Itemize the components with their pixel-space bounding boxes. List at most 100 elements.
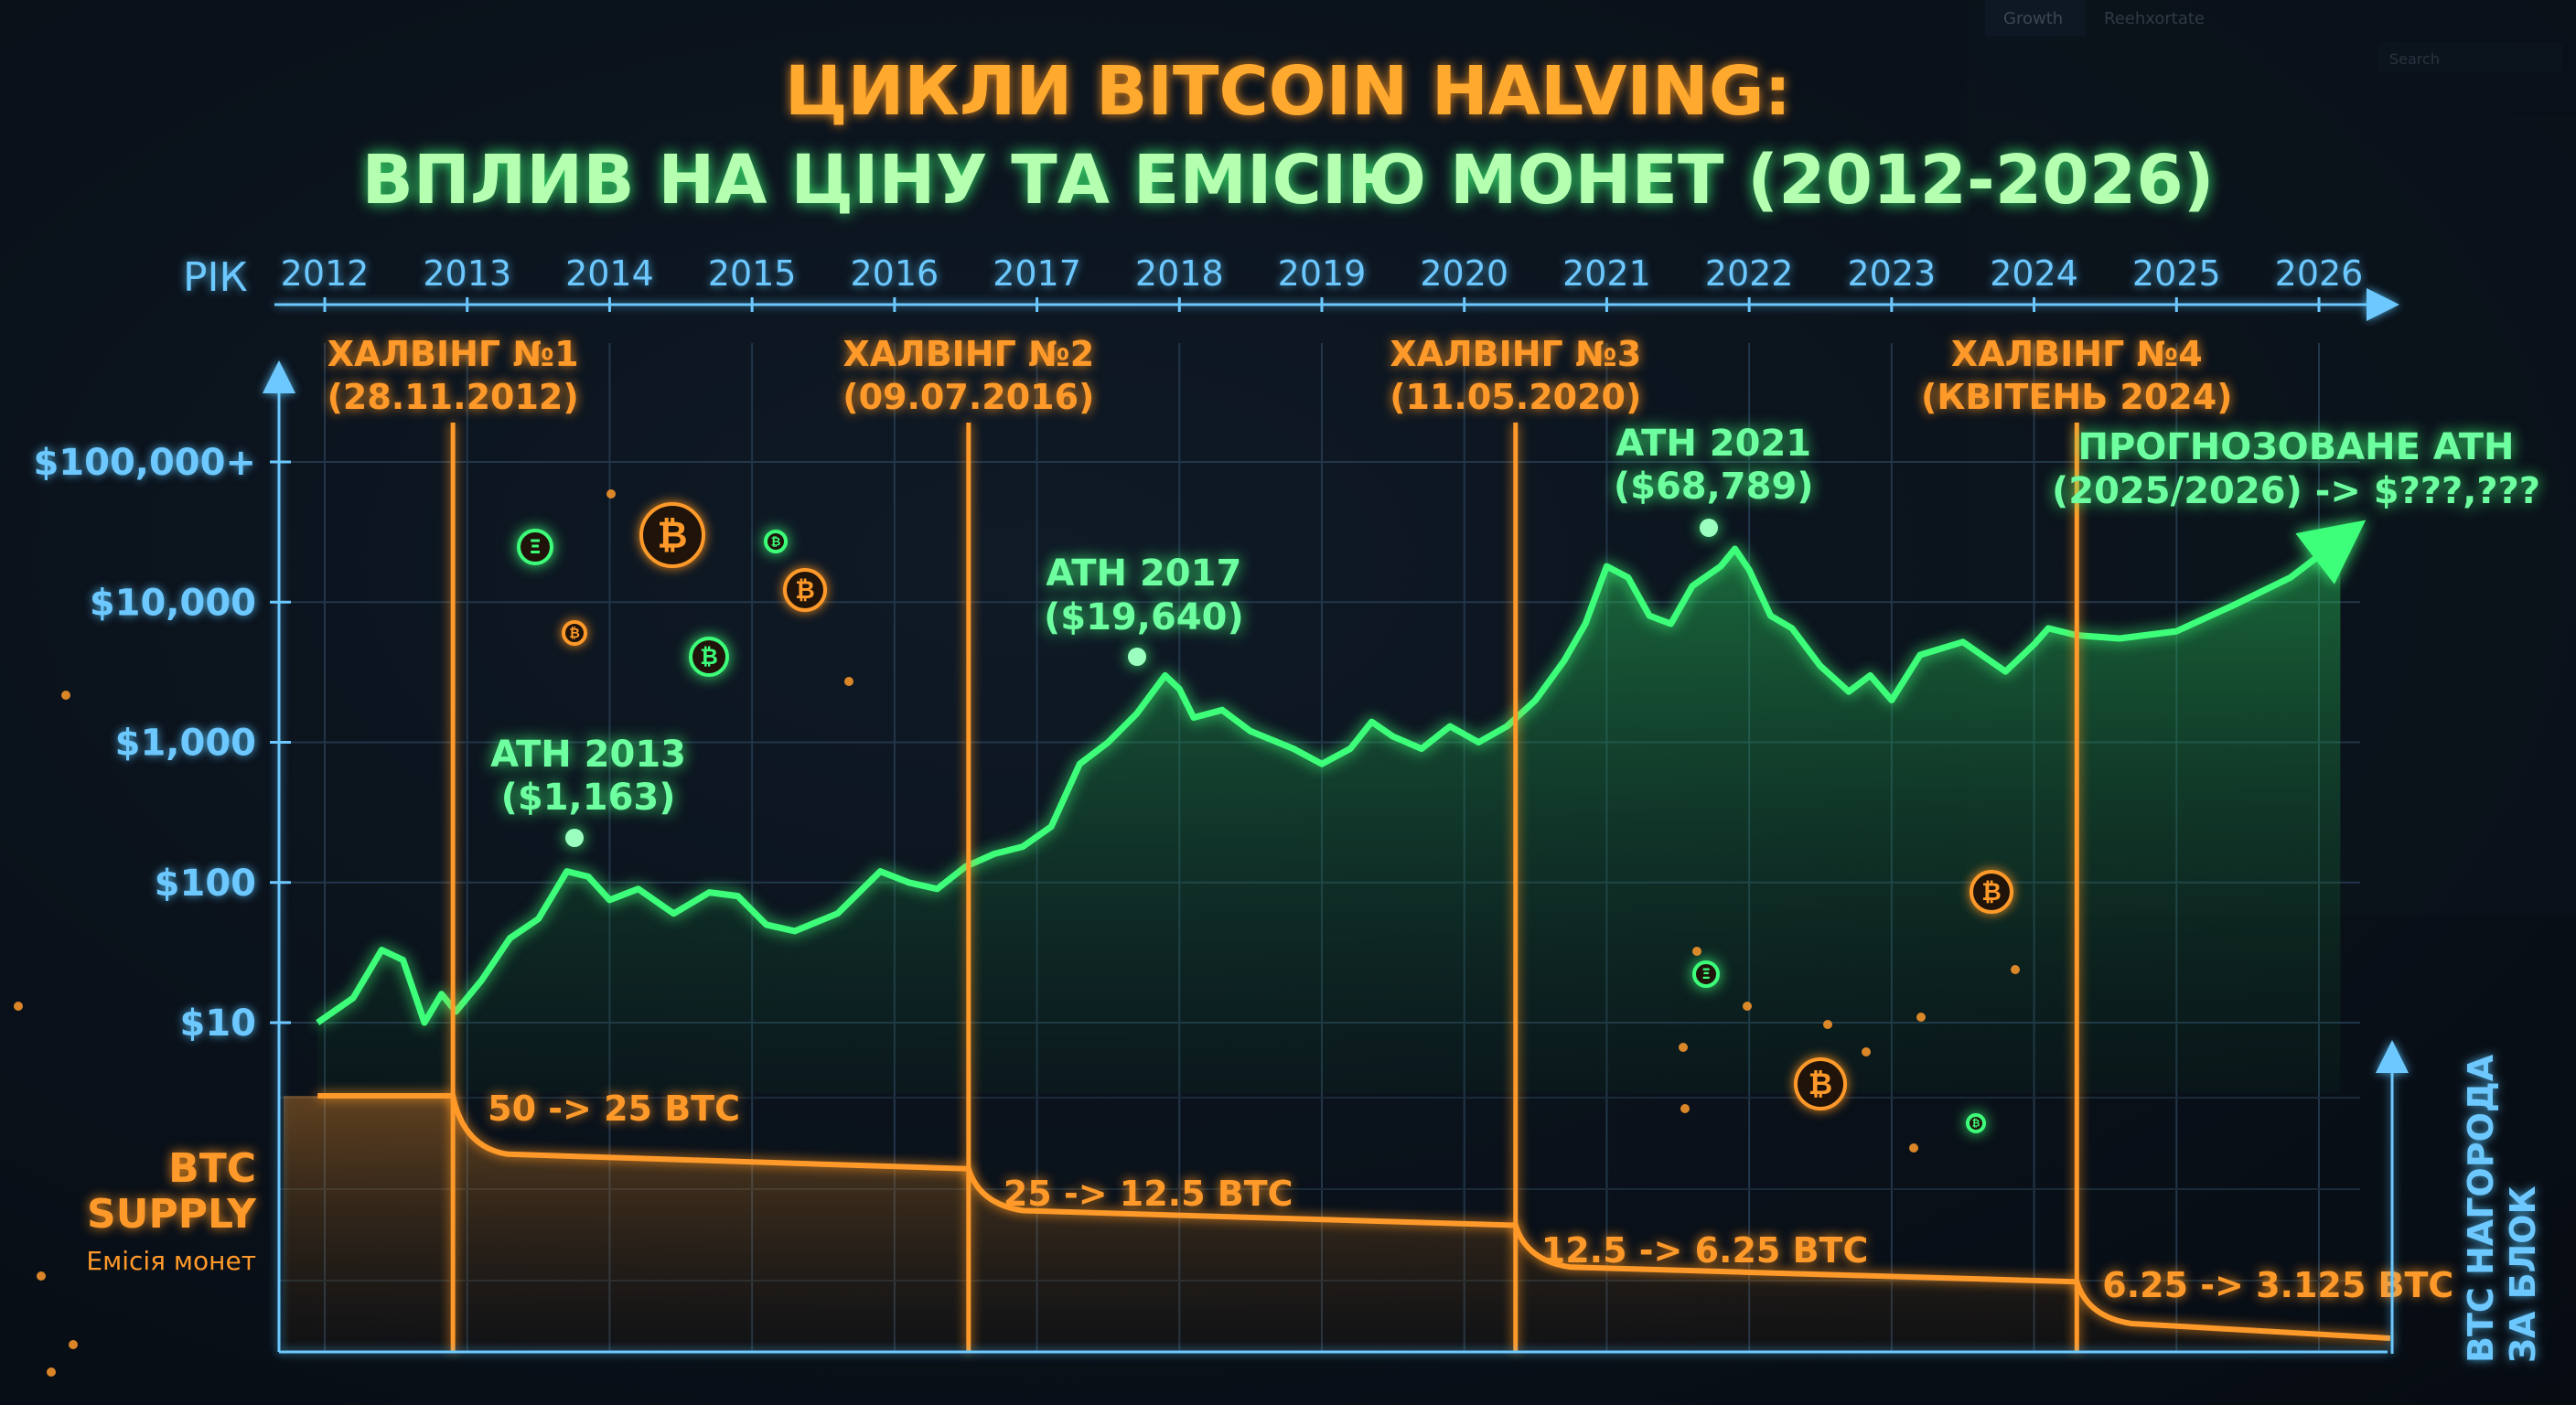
halving-date: (КВІТЕНЬ 2024): [1921, 377, 2233, 417]
coin-symbol-icon: ₿: [795, 576, 815, 605]
bg-search-placeholder: Search: [2389, 50, 2440, 68]
x-tick-label: 2016: [850, 253, 939, 294]
coin-symbol-icon: ₿: [1972, 1118, 1980, 1130]
spark-particle: [606, 489, 616, 499]
coin-symbol-icon: ₿: [1981, 878, 2002, 906]
bg-tab-other-label: Reehxortate: [2104, 9, 2205, 28]
x-tick-label: 2026: [2275, 253, 2364, 294]
spark-particle: [61, 691, 70, 700]
x-axis-label: РІК: [183, 254, 248, 301]
spark-particle: [1862, 1047, 1871, 1056]
halving-lines-group: ХАЛВІНГ №1(28.11.2012) 50 -> 25 BTC ХАЛВІН…: [327, 334, 2453, 1352]
y-tick-label: $100: [155, 863, 256, 905]
spark-particle: [14, 1002, 23, 1011]
price-forecast-line: [2077, 520, 2367, 642]
bitcoin-coin-icon: [764, 530, 788, 553]
supply-area-fill: [284, 1096, 2390, 1352]
ath-annotation-line2: ($19,640): [1044, 596, 1244, 638]
coin-symbol-icon: ₿: [700, 644, 718, 670]
ath-marker-dot: [1128, 648, 1146, 666]
halving-title: ХАЛВІНГ №4: [1951, 334, 2203, 374]
supply-area: [284, 1096, 2390, 1352]
supply-label-line2: SUPPLY: [87, 1191, 257, 1238]
price-area: [317, 539, 2341, 1093]
halving-reward-label: 50 -> 25 BTC: [488, 1089, 740, 1129]
price-area-fill: [317, 539, 2341, 1093]
x-tick-label: 2015: [708, 253, 797, 294]
halving-reward-label: 25 -> 12.5 BTC: [1004, 1174, 1293, 1214]
spark-particle: [47, 1367, 56, 1377]
bg-tab-growth-label: Growth: [2003, 9, 2063, 28]
x-tick-label: 2023: [1847, 253, 1936, 294]
y-tick-label: $1,000: [115, 723, 256, 765]
x-tick-label: 2022: [1705, 253, 1794, 294]
x-tick-label: 2012: [281, 253, 370, 294]
x-tick-label: 2020: [1420, 253, 1508, 294]
ath-annotation-line1: ATH 2017: [1046, 552, 1241, 595]
bitcoin-coin-icon: [1794, 1057, 1847, 1110]
supply-label-line3: Емісія монет: [86, 1246, 256, 1276]
spark-particle: [1680, 1104, 1690, 1113]
coin-symbol-icon: ₿: [569, 627, 580, 641]
chart-title-line1: ЦИКЛИ BITCOIN HALVING:: [785, 52, 1791, 131]
halving-date: (11.05.2020): [1390, 377, 1641, 417]
right-axis-label-line2: ЗА БЛОК: [2503, 1185, 2543, 1363]
coin-symbol-icon: ₿: [657, 513, 687, 557]
spark-particle: [1743, 1002, 1752, 1011]
supply-label-line1: BTC: [168, 1145, 256, 1192]
bitcoin-coin-icon: [562, 620, 587, 646]
supply-line-group: [317, 1093, 2391, 1341]
decorative-coins-group: ₿ ₿ Ξ ₿ ₿ ₿ ₿ ₿ Ξ ₿: [14, 489, 2020, 1377]
bitcoin-coin-icon: [517, 529, 553, 565]
bg-tab-growth[interactable]: [1985, 0, 2086, 37]
halving-title: ХАЛВІНГ №1: [327, 334, 579, 374]
ath-annotation-line1: ATH 2021: [1615, 423, 1811, 465]
ath-annotation-line1: ПРОГНОЗОВАНЕ ATH: [2078, 426, 2515, 468]
halving-date: (09.07.2016): [843, 377, 1094, 417]
ath-marker-dot: [1700, 519, 1718, 537]
y-tick-label: $100,000+: [33, 442, 256, 484]
x-tick-label: 2019: [1278, 253, 1367, 294]
price-line-group: [316, 520, 2367, 1026]
bitcoin-coin-icon: [783, 568, 827, 612]
spark-particle: [1692, 947, 1701, 956]
spark-particle: [37, 1271, 46, 1281]
coin-symbol-icon: ₿: [1809, 1067, 1832, 1101]
bitcoin-coin-icon: [1692, 960, 1720, 988]
y-tick-label: $10,000: [90, 582, 256, 624]
right-axis-label: BTC НАГОРОДА ЗА БЛОК: [2461, 1054, 2543, 1363]
y-tick-label: $10: [180, 1003, 257, 1045]
ath-annotation-line1: ATH 2013: [490, 734, 686, 776]
bitcoin-coin-icon: [639, 502, 705, 568]
coin-symbol-icon: Ξ: [1701, 966, 1711, 982]
x-tick-label: 2018: [1135, 253, 1224, 294]
x-tick-label: 2021: [1562, 253, 1651, 294]
spark-particle: [844, 677, 853, 686]
ath-annotation-line2: (2025/2026) -> $???,???: [2052, 470, 2540, 512]
bg-search-input[interactable]: [2377, 43, 2562, 72]
halving-reward-label: 12.5 -> 6.25 BTC: [1541, 1230, 1869, 1271]
annotations-group: ATH 2013($1,163) ATH 2017($19,640) ATH 202…: [490, 423, 2540, 847]
spark-particle: [2011, 965, 2020, 974]
bitcoin-coin-icon: [1970, 870, 2013, 914]
halving-title: ХАЛВІНГ №2: [843, 334, 1094, 374]
x-tick-label: 2014: [565, 253, 654, 294]
halving-date: (28.11.2012): [327, 377, 579, 417]
bitcoin-coin-icon: [1966, 1113, 1986, 1133]
halving-title: ХАЛВІНГ №3: [1390, 334, 1641, 374]
spark-particle: [69, 1340, 78, 1349]
halving-reward-label: 6.25 -> 3.125 BTC: [2102, 1265, 2453, 1305]
chart-title-line2: ВПЛИВ НА ЦІНУ ТА ЕМІСІЮ МОНЕТ (2012-2026…: [361, 141, 2214, 220]
right-axis-label-line1: BTC НАГОРОДА: [2461, 1054, 2501, 1363]
x-tick-label: 2013: [423, 253, 511, 294]
coin-symbol-icon: ₿: [771, 535, 781, 549]
ath-annotation-line2: ($1,163): [501, 777, 676, 819]
ath-marker-dot: [565, 829, 584, 847]
supply-line: [317, 1093, 2391, 1341]
price-line: [316, 545, 2078, 1026]
spark-particle: [1916, 1013, 1926, 1022]
spark-particle: [1823, 1020, 1832, 1029]
axes-group: 2012 2013 2014 2015 2016 2017 2018 2019 2020 2021…: [33, 253, 2409, 1354]
x-tick-label: 2024: [1990, 253, 2078, 294]
